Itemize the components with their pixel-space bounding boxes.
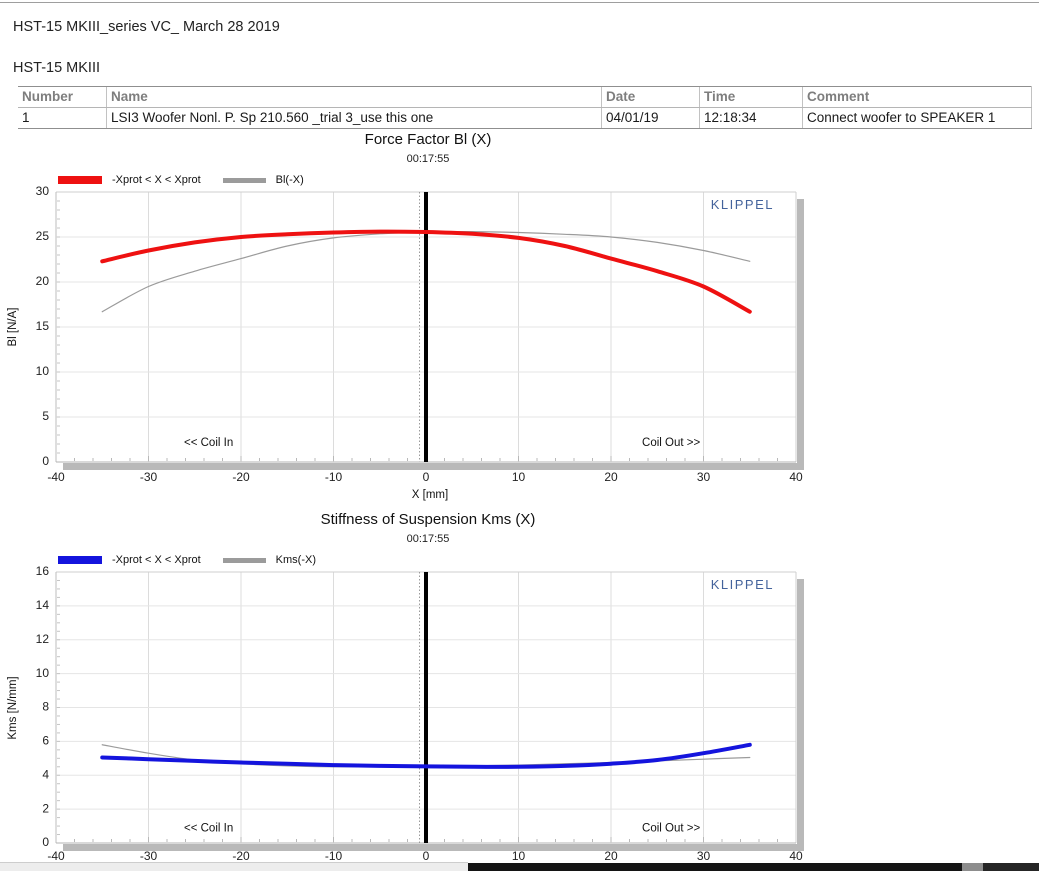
y-tick-label: 20 bbox=[36, 274, 50, 288]
bl-x-plot: << Coil In Coil Out >> KLIPPEL -40 -30 -20 -10… bbox=[36, 184, 804, 501]
x-tick-label: 10 bbox=[512, 849, 526, 863]
y-tick-label: 4 bbox=[42, 767, 49, 781]
x-axis-label: X [mm] bbox=[412, 489, 448, 501]
shadow-right bbox=[797, 579, 804, 851]
x-tick-label: -40 bbox=[47, 849, 65, 863]
cell-date: 04/01/19 bbox=[601, 107, 700, 129]
chart-legend-kms: -Xprot < X < Xprot Kms(-X) bbox=[58, 554, 316, 566]
x-tick-label: 0 bbox=[423, 849, 430, 863]
bottom-partial-strip-notch bbox=[962, 863, 983, 871]
x-tick-label: 0 bbox=[423, 470, 430, 484]
table-header-row: Number Name Date Time Comment bbox=[18, 86, 1032, 108]
col-header-name: Name bbox=[106, 86, 602, 108]
y-tick-label: 8 bbox=[42, 700, 49, 714]
legend-label-main: -Xprot < X < Xprot bbox=[112, 174, 201, 186]
operation-section-title: HST-15 MKIII bbox=[13, 60, 101, 76]
kms-x-plot: << Coil In Coil Out >> KLIPPEL -40 -30 -20 -10… bbox=[36, 564, 804, 863]
chart-title-kms: Stiffness of Suspension Kms (X) bbox=[320, 511, 536, 528]
legend-swatch-reference bbox=[222, 177, 266, 183]
y-tick-label: 12 bbox=[36, 632, 50, 646]
x-tick-label: 40 bbox=[789, 470, 803, 484]
shadow-bottom bbox=[63, 844, 804, 851]
x-tick-label: 10 bbox=[512, 470, 526, 484]
legend-swatch-main bbox=[58, 176, 102, 184]
cell-name: LSI3 Woofer Nonl. P. Sp 210.560 _trial 3… bbox=[106, 107, 602, 129]
x-tick-label: 20 bbox=[604, 849, 618, 863]
col-header-date: Date bbox=[601, 86, 700, 108]
chart-title-bl: Force Factor Bl (X) bbox=[364, 131, 492, 148]
coil-direction-annotation: << Coil In bbox=[184, 823, 233, 835]
coil-direction-annotation: Coil Out >> bbox=[642, 437, 700, 449]
legend-label-reference: Bl(-X) bbox=[275, 174, 304, 186]
y-tick-label: 5 bbox=[42, 409, 49, 423]
cell-comment: Connect woofer to SPEAKER 1 bbox=[802, 107, 1032, 129]
legend-swatch-reference bbox=[222, 557, 266, 563]
x-tick-label: -10 bbox=[325, 470, 343, 484]
x-tick-label: -20 bbox=[232, 470, 250, 484]
coil-direction-annotation: << Coil In bbox=[184, 437, 233, 449]
y-tick-label: 0 bbox=[42, 454, 49, 468]
y-tick-label: 10 bbox=[36, 666, 50, 680]
x-tick-label: 20 bbox=[604, 470, 618, 484]
page-top-divider bbox=[0, 2, 1039, 3]
report-title: HST-15 MKIII_series VC_ March 28 2019 bbox=[13, 19, 280, 35]
series-curve-main bbox=[100, 229, 752, 314]
col-header-number: Number bbox=[18, 86, 107, 108]
cell-time: 12:18:34 bbox=[699, 107, 803, 129]
y-tick-label: 30 bbox=[36, 184, 50, 198]
x-tick-label: -40 bbox=[47, 470, 65, 484]
chart-legend-bl: -Xprot < X < Xprot Bl(-X) bbox=[58, 174, 304, 186]
bottom-partial-strip-dark bbox=[468, 863, 962, 871]
shadow-right bbox=[797, 199, 804, 470]
x-tick-label: 30 bbox=[697, 849, 711, 863]
col-header-comment: Comment bbox=[802, 86, 1032, 108]
shadow-bottom bbox=[63, 463, 804, 470]
x-tick-label: -20 bbox=[232, 849, 250, 863]
x-tick-label: -10 bbox=[325, 849, 343, 863]
y-tick-label: 2 bbox=[42, 801, 49, 815]
legend-label-main: -Xprot < X < Xprot bbox=[112, 554, 201, 566]
table-row[interactable]: 1 LSI3 Woofer Nonl. P. Sp 210.560 _trial… bbox=[18, 107, 1032, 129]
bottom-partial-strip-tail bbox=[983, 863, 1039, 871]
x-tick-label: -30 bbox=[140, 470, 158, 484]
chart-subtitle-bl: 00:17:55 bbox=[406, 153, 450, 165]
cell-number: 1 bbox=[18, 107, 107, 129]
x-tick-label: -30 bbox=[140, 849, 158, 863]
y-tick-label: 14 bbox=[36, 598, 50, 612]
y-tick-label: 16 bbox=[36, 564, 50, 578]
y-tick-label: 0 bbox=[42, 835, 49, 849]
operations-table: Number Name Date Time Comment 1 LSI3 Woo… bbox=[18, 86, 1032, 129]
chart-subtitle-kms: 00:17:55 bbox=[406, 533, 450, 545]
coil-direction-annotation: Coil Out >> bbox=[642, 823, 700, 835]
y-tick-label: 25 bbox=[36, 229, 50, 243]
y-tick-label: 6 bbox=[42, 734, 49, 748]
bottom-partial-strip-light bbox=[0, 862, 468, 871]
y-tick-label: 15 bbox=[36, 319, 50, 333]
klippel-watermark: KLIPPEL bbox=[711, 197, 774, 212]
x-tick-label: 30 bbox=[697, 470, 711, 484]
col-header-time: Time bbox=[699, 86, 803, 108]
klippel-watermark: KLIPPEL bbox=[711, 577, 774, 592]
legend-label-reference: Kms(-X) bbox=[275, 554, 316, 566]
y-tick-label: 10 bbox=[36, 364, 50, 378]
series-curve-main bbox=[100, 742, 752, 769]
x-tick-label: 40 bbox=[789, 849, 803, 863]
legend-swatch-main bbox=[58, 556, 102, 564]
